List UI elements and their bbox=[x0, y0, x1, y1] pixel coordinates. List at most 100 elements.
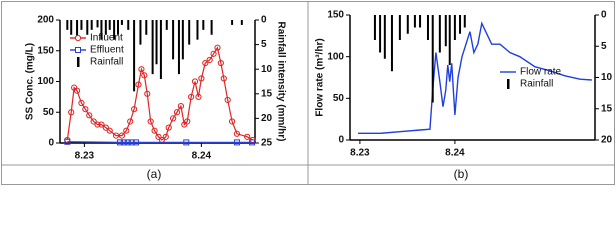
rain-bar bbox=[113, 20, 116, 40]
point bbox=[118, 132, 126, 139]
point bbox=[183, 139, 190, 146]
point bbox=[94, 121, 101, 128]
y2-tick-label: 5 bbox=[261, 39, 267, 50]
rain-bar bbox=[240, 20, 243, 25]
y-tick-label: 100 bbox=[327, 51, 344, 62]
legend-label: Flow rate bbox=[520, 67, 562, 78]
rain-bar bbox=[104, 20, 107, 35]
rain-bar bbox=[108, 20, 111, 30]
rain-bar bbox=[120, 20, 123, 25]
rain-bar bbox=[459, 15, 462, 34]
y2-tick-label: 15 bbox=[261, 88, 273, 99]
rain-bar bbox=[177, 20, 180, 75]
rain-bar bbox=[202, 20, 205, 30]
rain-bar bbox=[431, 15, 434, 103]
point bbox=[141, 72, 148, 79]
point bbox=[217, 59, 224, 67]
rain-bar bbox=[448, 15, 451, 65]
x-tick-label: 8.23 bbox=[75, 151, 95, 162]
point bbox=[124, 139, 131, 146]
rain-bar bbox=[76, 20, 79, 40]
rain-bar bbox=[155, 20, 158, 65]
point bbox=[98, 121, 105, 128]
point bbox=[112, 132, 120, 139]
rain-bar bbox=[398, 15, 401, 40]
y-tick-label: 50 bbox=[333, 93, 345, 104]
x-tick-label: 8.23 bbox=[350, 148, 370, 159]
y2-tick-label: 0 bbox=[601, 10, 607, 21]
x-tick-label: 8.24 bbox=[192, 151, 212, 162]
rain-bar bbox=[127, 20, 130, 30]
point bbox=[155, 133, 162, 140]
rain-bar bbox=[390, 15, 393, 72]
point bbox=[233, 139, 240, 146]
point bbox=[133, 139, 140, 146]
rain-bar bbox=[80, 20, 83, 30]
y-tick-label: 50 bbox=[43, 107, 55, 118]
rain-bar bbox=[90, 20, 93, 30]
point bbox=[131, 106, 138, 113]
rain-bar bbox=[196, 20, 199, 40]
legend-swatch bbox=[75, 47, 81, 53]
point bbox=[120, 139, 127, 146]
point bbox=[249, 139, 256, 146]
point bbox=[173, 109, 181, 116]
y2-tick-label: 10 bbox=[601, 72, 613, 83]
point bbox=[68, 109, 75, 116]
y-axis-label: Flow rate (m³/hr) bbox=[315, 38, 326, 116]
rain-bar bbox=[406, 15, 409, 34]
rain-bar bbox=[145, 20, 148, 35]
rain-bar bbox=[133, 20, 136, 92]
point bbox=[224, 96, 231, 104]
rain-bar bbox=[419, 15, 422, 28]
rain-bar bbox=[188, 20, 191, 45]
rain-bar bbox=[438, 15, 441, 53]
point bbox=[188, 93, 195, 100]
point bbox=[135, 81, 142, 88]
point bbox=[244, 133, 251, 140]
point bbox=[73, 87, 81, 94]
point bbox=[86, 112, 93, 119]
rain-bar bbox=[66, 20, 69, 30]
y-tick-label: 150 bbox=[37, 45, 54, 56]
caption: (a) bbox=[147, 167, 162, 181]
rain-bar bbox=[379, 15, 382, 53]
y2-tick-label: 15 bbox=[601, 103, 613, 114]
point bbox=[64, 138, 71, 145]
point bbox=[220, 75, 227, 82]
x-tick-label: 8.24 bbox=[445, 148, 465, 159]
rain-bar bbox=[426, 15, 429, 40]
legend-swatch bbox=[74, 34, 82, 42]
rain-bar bbox=[96, 20, 99, 28]
point bbox=[214, 44, 221, 51]
point bbox=[228, 118, 236, 125]
rain-bar bbox=[181, 20, 184, 60]
legend-label: Effluent bbox=[90, 45, 124, 56]
point bbox=[191, 78, 199, 85]
rain-bar bbox=[151, 20, 154, 75]
y2-axis-label: Rainfall intensity (mm/hr) bbox=[275, 21, 286, 141]
rain-bar bbox=[139, 20, 142, 45]
point bbox=[144, 90, 151, 97]
rain-bar bbox=[165, 20, 168, 30]
point bbox=[233, 130, 241, 137]
rain-bar bbox=[86, 20, 89, 35]
point bbox=[177, 103, 184, 110]
rain-bar bbox=[117, 20, 120, 35]
point bbox=[162, 133, 169, 140]
rain-bar bbox=[453, 15, 456, 40]
point bbox=[127, 118, 134, 125]
series-line bbox=[67, 141, 253, 143]
rain-bar bbox=[100, 20, 103, 40]
rain-bar bbox=[373, 15, 376, 40]
point bbox=[128, 139, 135, 146]
point bbox=[165, 124, 172, 131]
point bbox=[82, 106, 89, 113]
point bbox=[170, 115, 177, 122]
y2-tick-label: 10 bbox=[261, 64, 273, 75]
y-tick-label: 150 bbox=[327, 10, 344, 21]
y2-tick-label: 0 bbox=[261, 15, 267, 26]
point bbox=[78, 99, 85, 107]
y-axis-label: SS Conc. (mg/L) bbox=[25, 43, 36, 120]
point bbox=[184, 118, 191, 125]
